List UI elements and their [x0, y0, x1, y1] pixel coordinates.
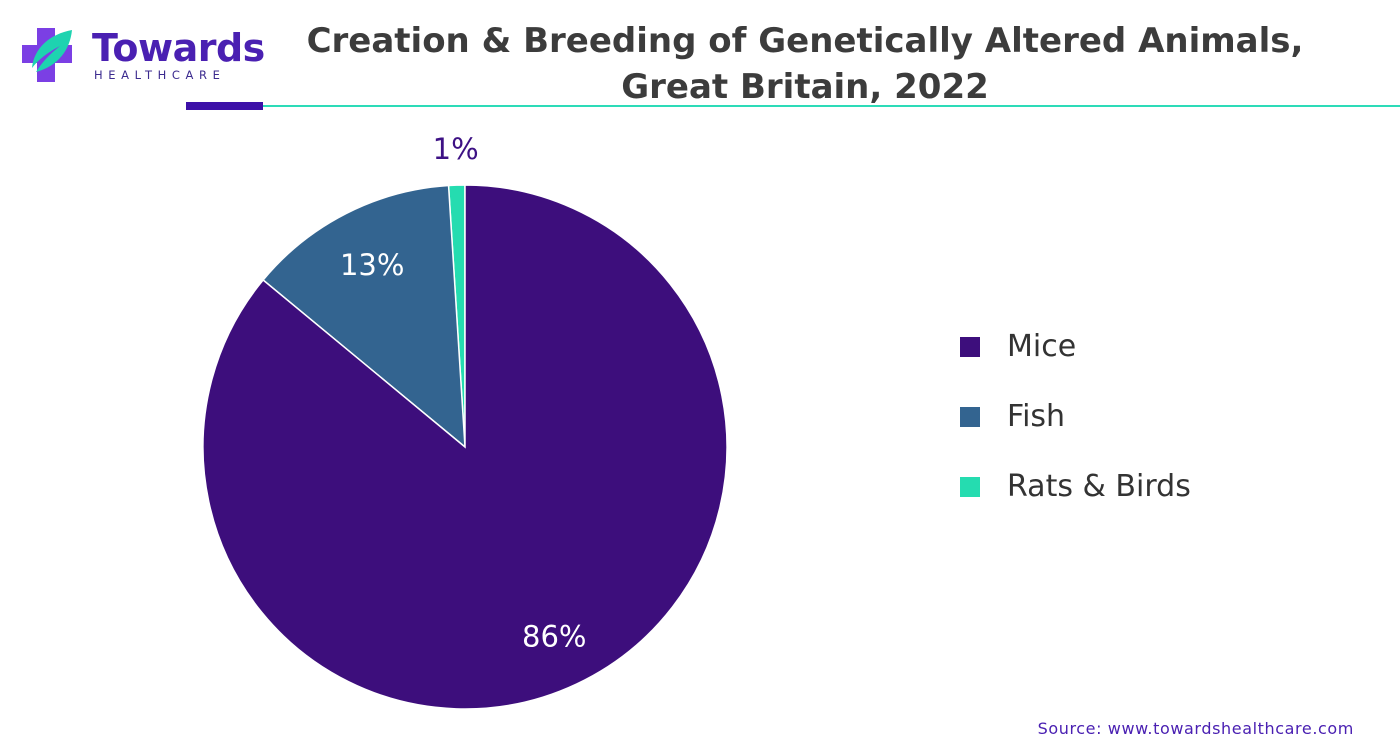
legend-label-fish: Fish [1007, 399, 1066, 434]
legend-item-mice: Mice [960, 312, 1191, 382]
legend-label-rats-birds: Rats & Birds [1007, 469, 1191, 504]
brand-tagline: HEALTHCARE [94, 68, 226, 82]
legend-item-fish: Fish [960, 382, 1191, 452]
brand-name: Towards [92, 26, 265, 70]
pie-label-fish: 13% [340, 248, 404, 282]
chart-title-line-1: Creation & Breeding of Genetically Alter… [306, 21, 1304, 61]
legend-swatch-rats-birds [960, 477, 980, 497]
chart-title-line-2: Great Britain, 2022 [621, 67, 989, 107]
medical-cross-leaf-icon [22, 28, 72, 82]
pie-chart: 1% 13% 86% [202, 132, 728, 710]
pie-slice-fish [262, 184, 466, 449]
legend-item-rats-birds: Rats & Birds [960, 452, 1191, 522]
header-rule-accent [186, 102, 263, 110]
pie-label-rats-birds: 1% [433, 132, 479, 166]
chart-title: Creation & Breeding of Genetically Alter… [300, 18, 1310, 110]
pie-slice-mice [202, 184, 728, 710]
header-rule [263, 105, 1400, 107]
chart-legend: Mice Fish Rats & Birds [960, 312, 1191, 522]
pie-label-mice: 86% [522, 620, 586, 654]
brand-logo: Towards HEALTHCARE [22, 26, 265, 86]
legend-label-mice: Mice [1007, 329, 1077, 364]
legend-swatch-fish [960, 407, 980, 427]
legend-swatch-mice [960, 337, 980, 357]
source-note: Source: www.towardshealthcare.com [1037, 719, 1354, 738]
